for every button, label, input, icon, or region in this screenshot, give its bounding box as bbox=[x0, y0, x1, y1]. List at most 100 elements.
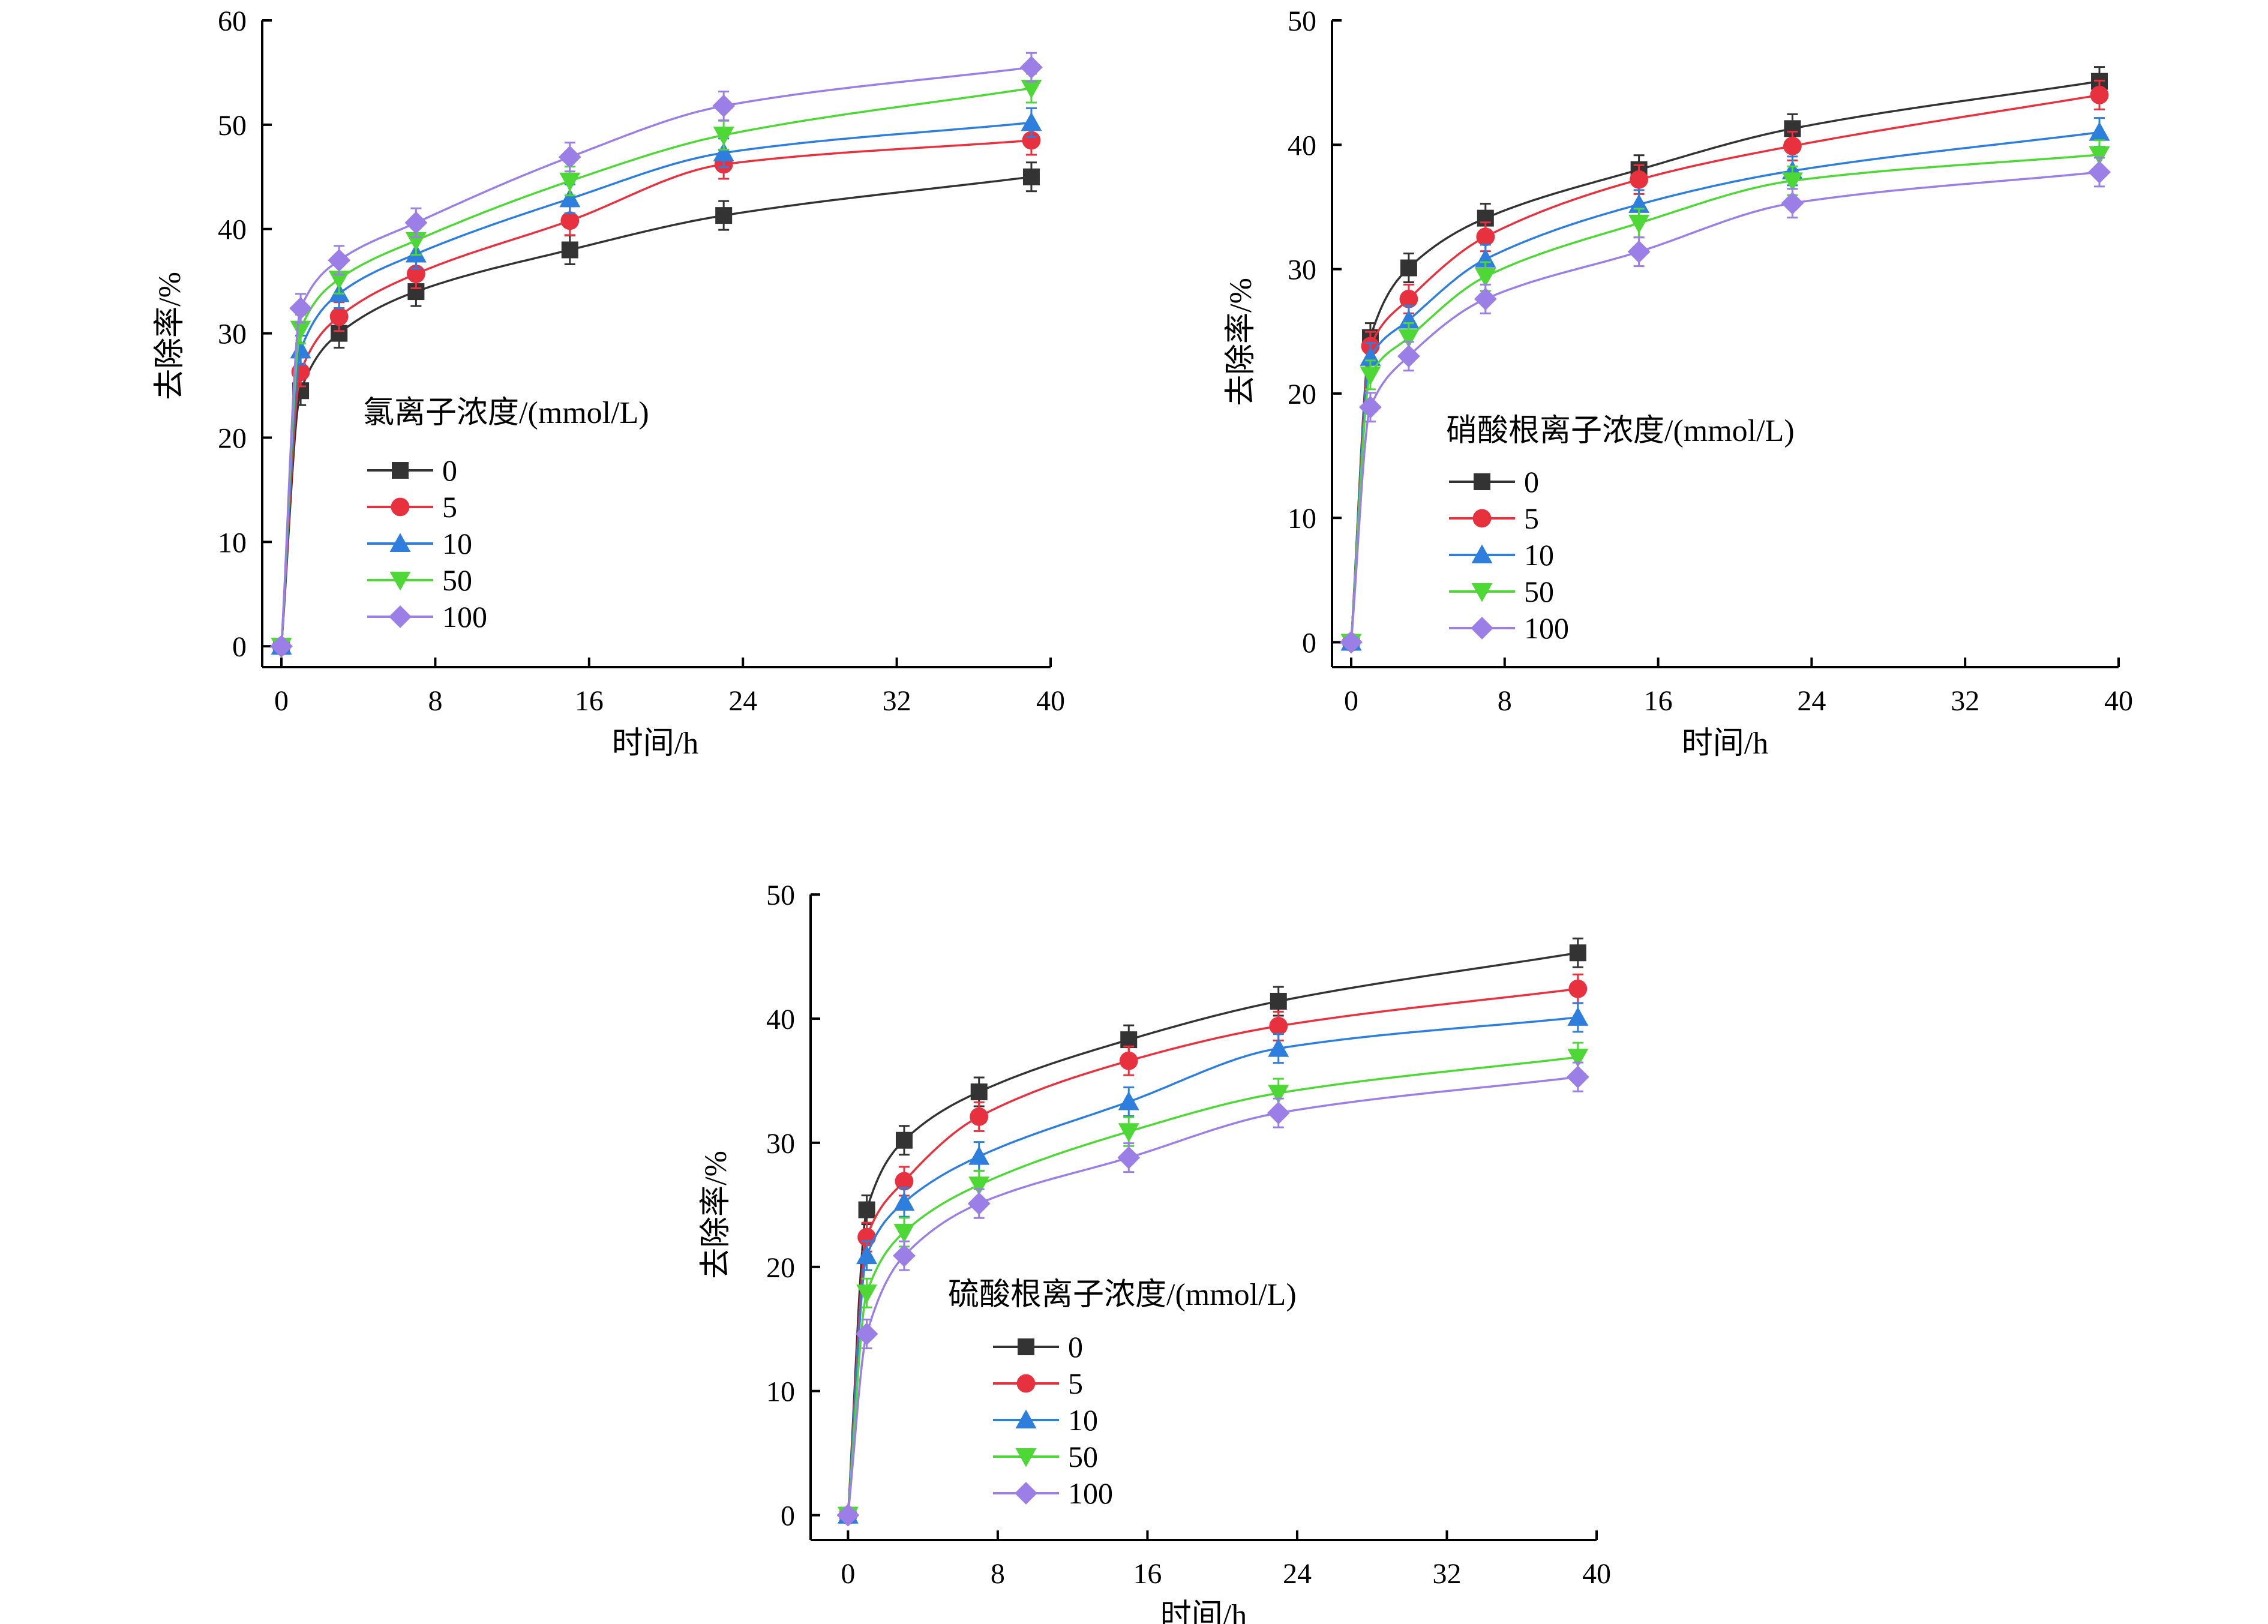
data-point bbox=[2088, 161, 2111, 184]
y-tick-label: 0 bbox=[232, 631, 247, 663]
series-line bbox=[1350, 80, 2100, 643]
y-axis-title: 去除率/% bbox=[1224, 278, 1258, 406]
data-point bbox=[1628, 214, 1650, 234]
series-line bbox=[280, 139, 1032, 647]
y-tick-label: 0 bbox=[1302, 628, 1316, 659]
data-point bbox=[968, 1146, 990, 1165]
legend-label: 0 bbox=[1524, 465, 1539, 499]
data-point bbox=[559, 188, 581, 208]
series-50 bbox=[1340, 139, 2110, 653]
data-point bbox=[1020, 56, 1043, 79]
data-point bbox=[856, 1284, 878, 1304]
series-5 bbox=[1342, 79, 2109, 652]
y-tick-label: 30 bbox=[766, 1128, 795, 1160]
series-5 bbox=[272, 125, 1041, 656]
legend-marker bbox=[1471, 544, 1493, 563]
data-point bbox=[1268, 1085, 1289, 1104]
series-line bbox=[1350, 94, 2100, 643]
data-point bbox=[893, 1191, 915, 1211]
legend-marker bbox=[391, 497, 410, 517]
data-point bbox=[1269, 1016, 1288, 1035]
x-tick-label: 16 bbox=[575, 685, 604, 717]
data-point bbox=[856, 1245, 878, 1265]
legend-label: 50 bbox=[1524, 575, 1554, 608]
x-tick-label: 40 bbox=[1036, 685, 1065, 717]
x-tick-label: 8 bbox=[428, 685, 442, 717]
series-line bbox=[847, 987, 1579, 1515]
data-point bbox=[329, 307, 349, 326]
y-tick-label: 50 bbox=[766, 879, 795, 911]
y-tick-label: 30 bbox=[1288, 254, 1316, 286]
series-0 bbox=[839, 937, 1586, 1524]
legend-marker bbox=[1471, 617, 1493, 640]
legend-label: 5 bbox=[1068, 1367, 1083, 1400]
legend-label: 5 bbox=[1524, 502, 1539, 535]
data-point bbox=[895, 1131, 913, 1149]
series-10 bbox=[837, 1002, 1589, 1524]
legend-title: 硫酸根离子浓度/(mmol/L) bbox=[948, 1278, 1297, 1312]
data-point bbox=[270, 635, 293, 658]
series-50 bbox=[837, 1041, 1589, 1526]
legend-marker bbox=[1472, 509, 1492, 528]
data-point bbox=[712, 94, 736, 118]
data-point bbox=[2090, 85, 2109, 104]
series-line bbox=[847, 1076, 1579, 1515]
data-point bbox=[1022, 131, 1041, 150]
data-point bbox=[1398, 329, 1420, 349]
data-point bbox=[970, 1083, 988, 1101]
x-tick-label: 16 bbox=[1644, 685, 1673, 717]
legend-marker bbox=[1018, 1338, 1034, 1355]
series-50 bbox=[271, 73, 1042, 657]
data-point bbox=[1268, 1038, 1289, 1057]
x-tick-label: 24 bbox=[728, 685, 757, 717]
data-point bbox=[895, 1172, 914, 1191]
legend-marker bbox=[1474, 473, 1490, 490]
sulfate-chart: 硫酸根离子浓度/(mmol/L) 时间/h 去除率/% 010203040500… bbox=[699, 879, 1611, 1624]
data-point bbox=[1566, 1065, 1589, 1089]
y-axis-title: 去除率/% bbox=[153, 272, 187, 400]
y-tick-label: 60 bbox=[218, 5, 247, 37]
legend-marker bbox=[1015, 1448, 1037, 1467]
data-point bbox=[893, 1244, 916, 1268]
data-point bbox=[855, 1322, 878, 1346]
y-tick-label: 40 bbox=[218, 214, 247, 246]
legend-label: 5 bbox=[442, 490, 457, 524]
data-point bbox=[893, 1223, 915, 1243]
legend-label: 100 bbox=[442, 600, 487, 634]
series-line bbox=[1350, 171, 2100, 643]
legend-label: 10 bbox=[1524, 538, 1554, 572]
series-10 bbox=[1340, 117, 2110, 651]
chloride-chart: 氯离子浓度/(mmol/L) 时间/h 去除率/% 01020304050600… bbox=[153, 5, 1065, 761]
x-tick-label: 0 bbox=[1344, 685, 1358, 717]
data-point bbox=[1360, 366, 1381, 386]
data-point bbox=[404, 211, 428, 235]
data-point bbox=[1400, 259, 1417, 277]
x-tick-label: 0 bbox=[841, 1558, 855, 1590]
legend-marker bbox=[1015, 1482, 1037, 1505]
legend-label: 0 bbox=[442, 454, 457, 487]
legend-label: 100 bbox=[1524, 611, 1569, 645]
legend-title: 硝酸根离子浓度/(mmol/L) bbox=[1446, 414, 1795, 448]
data-point bbox=[1340, 631, 1363, 654]
legend-label: 0 bbox=[1068, 1330, 1083, 1364]
data-point bbox=[1476, 227, 1495, 247]
data-point bbox=[328, 249, 351, 272]
data-point bbox=[2089, 146, 2110, 166]
data-point bbox=[968, 1176, 990, 1196]
data-point bbox=[858, 1201, 875, 1218]
data-point bbox=[1022, 168, 1040, 185]
legend-marker bbox=[1471, 583, 1493, 602]
data-point bbox=[1781, 172, 1803, 191]
x-tick-label: 40 bbox=[2104, 685, 2133, 717]
x-tick-label: 0 bbox=[274, 685, 289, 717]
data-point bbox=[1783, 136, 1802, 155]
series-line bbox=[1350, 154, 2100, 643]
data-point bbox=[715, 207, 733, 224]
x-tick-label: 24 bbox=[1797, 685, 1826, 717]
data-point bbox=[289, 296, 312, 320]
data-point bbox=[1119, 1051, 1138, 1070]
x-tick-label: 40 bbox=[1582, 1558, 1611, 1590]
legend-marker bbox=[392, 462, 409, 479]
y-tick-label: 0 bbox=[781, 1500, 795, 1532]
x-tick-label: 32 bbox=[1951, 685, 1979, 717]
